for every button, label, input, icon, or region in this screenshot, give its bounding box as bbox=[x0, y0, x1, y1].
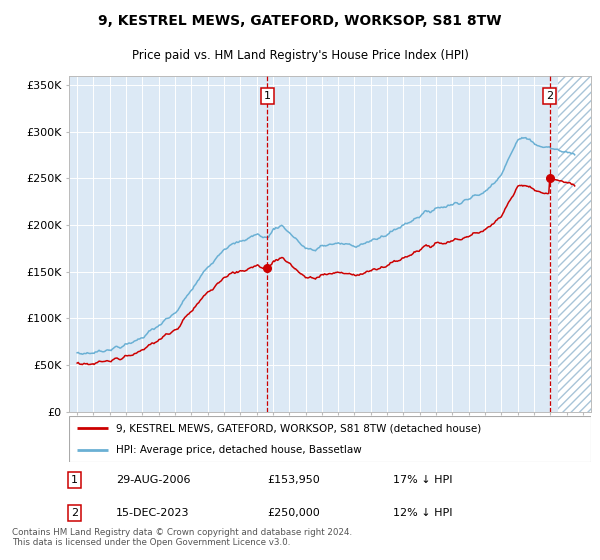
Text: Price paid vs. HM Land Registry's House Price Index (HPI): Price paid vs. HM Land Registry's House … bbox=[131, 49, 469, 62]
Text: 12% ↓ HPI: 12% ↓ HPI bbox=[392, 508, 452, 519]
Text: £250,000: £250,000 bbox=[268, 508, 320, 519]
Text: 9, KESTREL MEWS, GATEFORD, WORKSOP, S81 8TW (detached house): 9, KESTREL MEWS, GATEFORD, WORKSOP, S81 … bbox=[116, 423, 481, 433]
Text: 29-AUG-2006: 29-AUG-2006 bbox=[116, 475, 190, 485]
Text: 15-DEC-2023: 15-DEC-2023 bbox=[116, 508, 190, 519]
Text: 17% ↓ HPI: 17% ↓ HPI bbox=[392, 475, 452, 485]
Text: 2: 2 bbox=[546, 91, 553, 101]
Text: £153,950: £153,950 bbox=[268, 475, 320, 485]
Text: 1: 1 bbox=[71, 475, 78, 485]
Text: 9, KESTREL MEWS, GATEFORD, WORKSOP, S81 8TW: 9, KESTREL MEWS, GATEFORD, WORKSOP, S81 … bbox=[98, 14, 502, 28]
Text: HPI: Average price, detached house, Bassetlaw: HPI: Average price, detached house, Bass… bbox=[116, 445, 362, 455]
Text: 1: 1 bbox=[264, 91, 271, 101]
Text: Contains HM Land Registry data © Crown copyright and database right 2024.
This d: Contains HM Land Registry data © Crown c… bbox=[12, 528, 352, 547]
Text: 2: 2 bbox=[71, 508, 78, 519]
